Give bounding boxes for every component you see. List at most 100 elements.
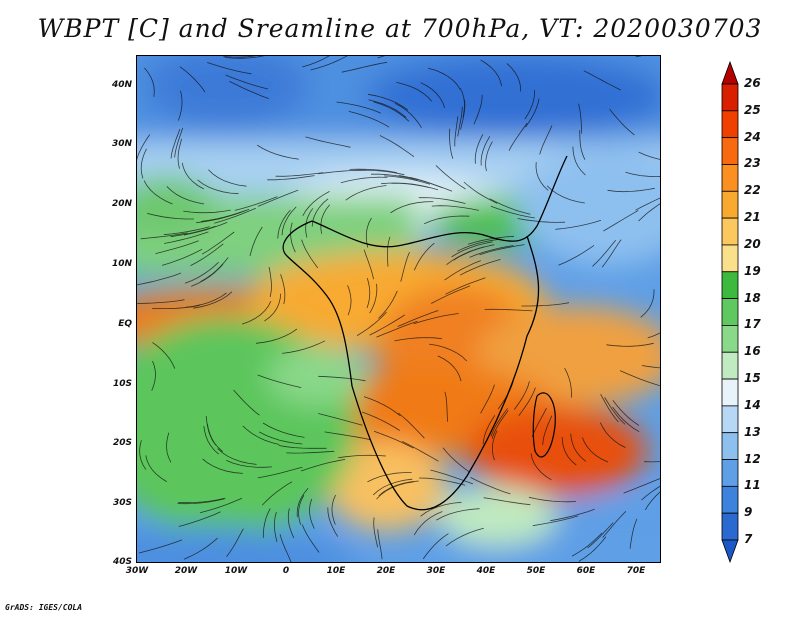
streamline bbox=[259, 431, 303, 445]
streamline bbox=[166, 432, 172, 463]
streamline bbox=[570, 433, 587, 462]
streamline bbox=[166, 186, 205, 205]
streamline bbox=[609, 109, 635, 136]
streamline bbox=[599, 422, 626, 448]
streamline bbox=[457, 238, 501, 252]
streamline bbox=[341, 61, 388, 73]
streamline bbox=[607, 187, 655, 193]
streamline bbox=[517, 218, 566, 223]
streamline bbox=[641, 365, 660, 369]
streamline bbox=[298, 495, 305, 525]
streamline bbox=[635, 197, 660, 211]
streamline bbox=[273, 511, 278, 542]
streamline bbox=[368, 99, 407, 118]
streamline bbox=[277, 209, 291, 239]
streamline bbox=[579, 129, 586, 160]
streamline bbox=[205, 416, 217, 446]
streamline bbox=[179, 66, 206, 93]
colorbar-box bbox=[721, 190, 739, 219]
streamline bbox=[137, 272, 182, 286]
streamline bbox=[373, 101, 410, 122]
lon-label-20e: 20E bbox=[376, 566, 396, 576]
streamline bbox=[572, 146, 586, 176]
streamline bbox=[357, 169, 405, 176]
colorbar-box bbox=[721, 217, 739, 246]
lon-label-10w: 10W bbox=[224, 566, 248, 576]
colorbar-box bbox=[721, 405, 739, 434]
streamline bbox=[296, 488, 309, 518]
streamline bbox=[257, 374, 302, 388]
streamline bbox=[267, 175, 315, 181]
colorbar-box bbox=[721, 110, 739, 139]
colorbar-label: 19 bbox=[744, 263, 761, 278]
colorbar-label: 16 bbox=[744, 344, 761, 359]
streamline bbox=[229, 81, 269, 99]
colorbar-label: 9 bbox=[744, 505, 753, 520]
streamline bbox=[163, 226, 210, 236]
streamline bbox=[226, 528, 244, 557]
streamline bbox=[170, 128, 181, 159]
colorbar-label: 12 bbox=[744, 451, 761, 466]
streamline bbox=[279, 534, 292, 562]
streamline bbox=[644, 491, 660, 511]
streamline bbox=[347, 285, 352, 316]
streamline bbox=[367, 472, 412, 483]
streamline bbox=[612, 406, 640, 433]
streamline bbox=[454, 116, 459, 147]
lon-label-20w: 20W bbox=[174, 566, 198, 576]
streamline bbox=[436, 508, 480, 521]
streamline bbox=[338, 454, 386, 459]
streamline bbox=[147, 213, 194, 220]
streamline bbox=[602, 511, 627, 538]
streamline bbox=[437, 355, 462, 382]
colorbar-top-arrow bbox=[721, 60, 739, 85]
streamline bbox=[397, 310, 439, 327]
streamline bbox=[257, 189, 299, 207]
streamline bbox=[479, 244, 525, 256]
streamline bbox=[429, 343, 468, 362]
lon-label-30w: 30W bbox=[125, 566, 149, 576]
streamline bbox=[275, 172, 324, 177]
streamline bbox=[480, 136, 491, 166]
streamline bbox=[451, 241, 493, 258]
colorbar-box bbox=[721, 83, 739, 112]
streamline bbox=[604, 397, 626, 425]
colorbar-label: 20 bbox=[744, 236, 761, 251]
colorbar-label: 14 bbox=[744, 397, 761, 412]
streamline bbox=[361, 411, 401, 431]
streamline bbox=[214, 207, 256, 224]
streamline bbox=[398, 412, 425, 439]
streamline bbox=[561, 437, 577, 466]
streamline bbox=[301, 524, 320, 553]
streamline bbox=[140, 148, 147, 179]
chart-title: WBPT [C] and Sreamline at 700hPa, VT: 20… bbox=[37, 14, 763, 43]
streamline bbox=[226, 460, 272, 468]
streamline bbox=[310, 56, 348, 71]
streamline bbox=[445, 277, 486, 295]
streamline bbox=[138, 539, 183, 554]
streamline bbox=[444, 260, 481, 281]
streamline bbox=[178, 511, 221, 527]
colorbar-label: 24 bbox=[744, 129, 761, 144]
lat-label-30n: 30N bbox=[111, 139, 132, 149]
colorbar-label: 23 bbox=[744, 156, 761, 171]
streamline bbox=[225, 74, 268, 90]
colorbar-label: 13 bbox=[744, 424, 761, 439]
lat-label-20n: 20N bbox=[111, 199, 132, 209]
streamline bbox=[619, 370, 660, 387]
streamline bbox=[539, 125, 553, 155]
colorbar-label: 7 bbox=[744, 532, 753, 546]
streamline bbox=[190, 243, 224, 266]
streamline bbox=[305, 208, 314, 238]
streamline bbox=[233, 389, 260, 416]
streamline bbox=[145, 455, 167, 482]
streamline bbox=[460, 99, 466, 130]
streamline bbox=[457, 106, 463, 137]
colorbar-box bbox=[721, 325, 739, 353]
streamline bbox=[137, 134, 151, 161]
streamline bbox=[482, 415, 496, 445]
streamline bbox=[453, 244, 495, 261]
streamline bbox=[178, 90, 183, 121]
streamline bbox=[640, 289, 655, 318]
streamline bbox=[467, 235, 515, 245]
